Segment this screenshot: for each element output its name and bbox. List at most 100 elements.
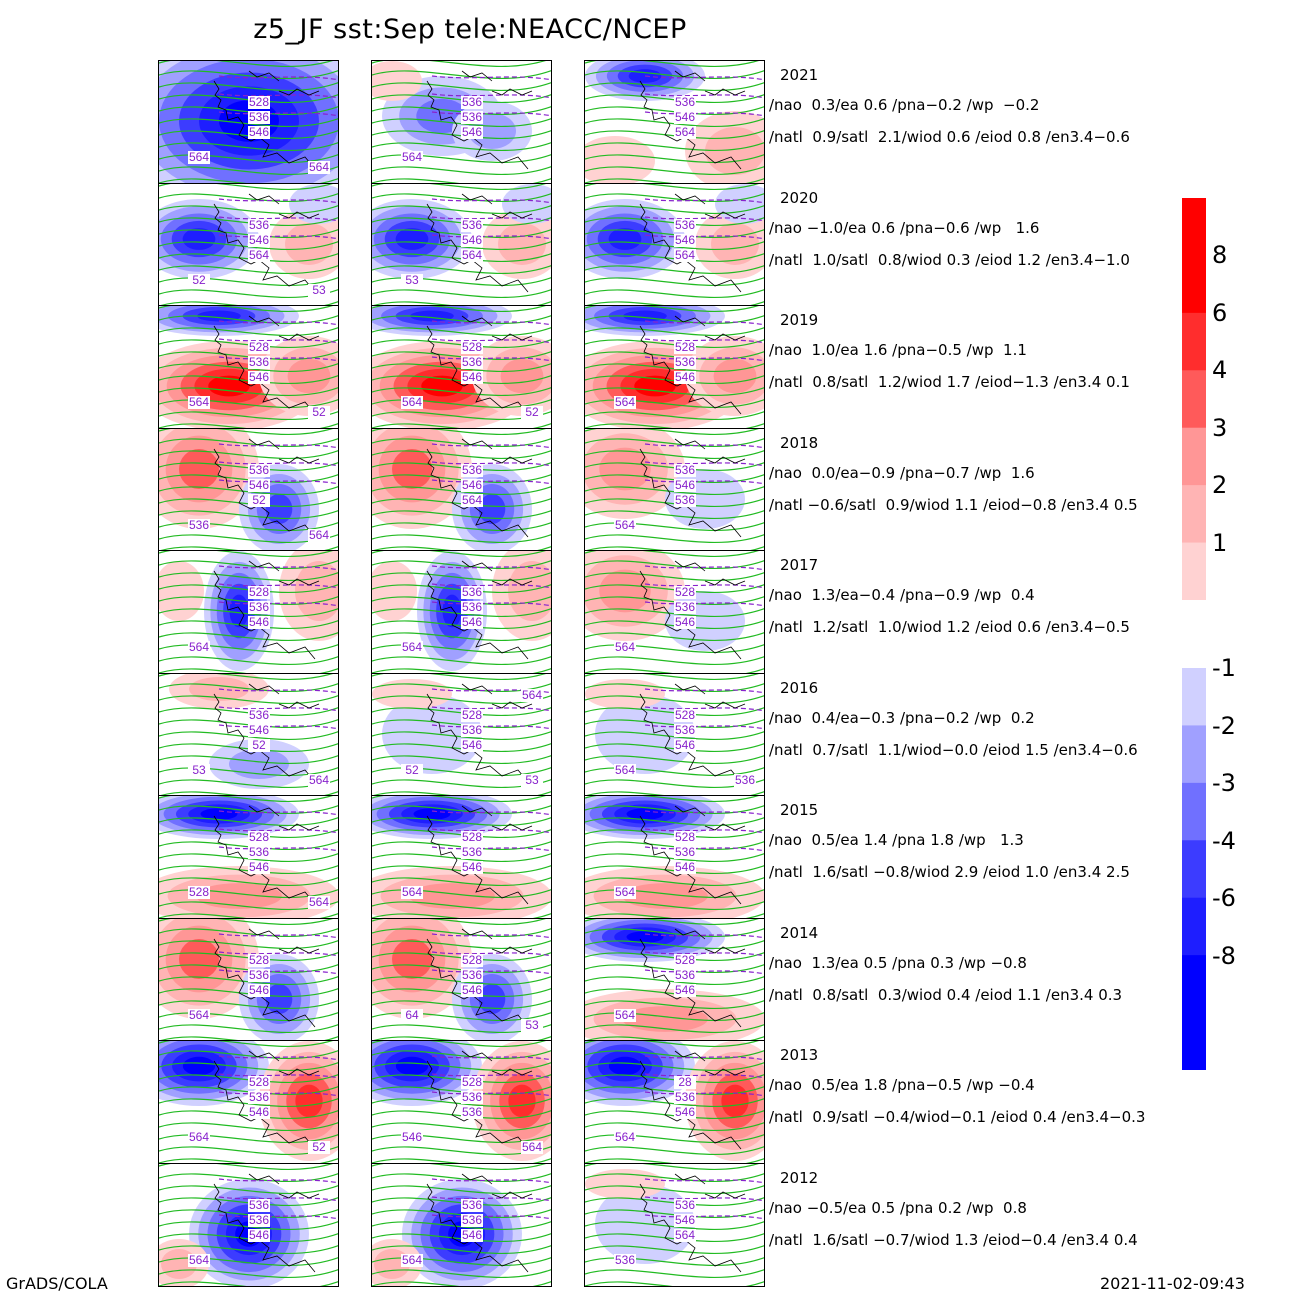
climatology-contour <box>218 706 338 712</box>
height-contour <box>585 796 759 803</box>
height-contour <box>585 551 759 558</box>
teleconnection-indices: /nao −1.0/ea 0.6 /pna−0.6 /wp 1.6 <box>769 219 1040 237</box>
teleconnection-indices: /natl −0.6/satl 0.9/wiod 1.1 /eiod−0.8 /… <box>769 496 1138 514</box>
height-contour <box>159 193 338 203</box>
contour-label: 536 <box>461 585 483 599</box>
height-contour <box>585 656 764 666</box>
height-contour <box>159 399 338 409</box>
height-contour <box>372 1062 551 1072</box>
climatology-contour <box>218 1055 338 1061</box>
height-contour <box>159 306 333 313</box>
coastline <box>426 70 533 170</box>
map-panel: 536 546 564 <box>371 428 552 552</box>
anomaly-shade <box>287 358 331 394</box>
climatology-contour <box>218 320 338 326</box>
contour-label-text: 536 <box>462 585 482 599</box>
contour-label-text: 536 <box>462 463 482 477</box>
contour-label: 564 <box>614 1008 636 1022</box>
climatology-contour <box>431 1091 551 1097</box>
contour-label-text: 546 <box>675 860 695 874</box>
height-contour <box>585 1221 764 1231</box>
contour-label: 546 <box>461 1228 483 1242</box>
anomaly-shade <box>179 449 219 489</box>
anomaly-shade <box>478 984 506 1014</box>
anomaly-shade <box>585 1169 665 1199</box>
anomaly-shade <box>295 1084 323 1118</box>
height-contour <box>585 584 764 594</box>
contour-label: 52 <box>521 405 543 419</box>
climatology-contour <box>431 461 551 467</box>
contour-label-text: 564 <box>615 395 635 409</box>
contour-label: 536 <box>674 218 696 232</box>
height-contour <box>159 1110 338 1120</box>
contour-label: 52 <box>188 273 210 287</box>
contour-label: 564 <box>614 763 636 777</box>
height-contour <box>372 277 551 287</box>
height-contour <box>159 1062 338 1072</box>
contour-label-text: 536 <box>249 1198 269 1212</box>
contour-label: 536 <box>248 1198 270 1212</box>
height-contour <box>585 1062 764 1072</box>
contour-label: 528 <box>248 830 270 844</box>
contour-label: 546 <box>461 125 483 139</box>
climatology-contour <box>644 706 764 712</box>
height-contour <box>372 1173 551 1183</box>
contour-label: 536 <box>461 1213 483 1227</box>
contour-label-text: 53 <box>405 273 419 287</box>
contour-label: 546 <box>461 860 483 874</box>
height-contour <box>159 964 338 974</box>
contour-label-text: 52 <box>252 738 266 752</box>
coastline <box>213 315 320 415</box>
height-contour <box>159 668 338 673</box>
height-contour <box>159 767 338 777</box>
height-contour <box>159 1074 338 1084</box>
contour-label-text: 536 <box>462 355 482 369</box>
height-contour <box>372 327 551 337</box>
contour-label: 564 <box>614 395 636 409</box>
height-contour <box>372 743 551 753</box>
contour-label-text: 546 <box>675 983 695 997</box>
height-contour <box>372 253 551 263</box>
height-contour <box>159 829 338 839</box>
anomaly-shade <box>498 223 546 265</box>
contour-label: 536 <box>248 355 270 369</box>
climatology-contour <box>644 1055 764 1061</box>
contour-label-text: 564 <box>522 1140 542 1154</box>
height-contour <box>372 1245 551 1255</box>
height-contour <box>372 1158 551 1163</box>
map-panel: 528 536 546 528 564 <box>158 795 339 919</box>
contour-label-text: 52 <box>192 273 206 287</box>
height-contour <box>585 952 764 962</box>
climatology-contour <box>644 1073 764 1079</box>
height-contour <box>372 560 551 570</box>
climatology-contour <box>218 198 338 204</box>
map-panel: 528 536 546 564 564 <box>158 60 339 184</box>
contour-label-text: 536 <box>249 110 269 124</box>
height-contour <box>372 205 551 215</box>
colorbar-swatch <box>1182 782 1206 841</box>
contour-label-text: 546 <box>675 1105 695 1119</box>
height-contour <box>585 919 759 926</box>
height-contour <box>372 1000 551 1010</box>
height-contour <box>372 829 551 839</box>
contour-label-text: 536 <box>675 723 695 737</box>
climatology-contour <box>218 933 338 939</box>
height-contour <box>372 1257 551 1267</box>
contour-label: 528 <box>248 1075 270 1089</box>
climatology-contour <box>644 601 764 607</box>
height-contour <box>159 1041 333 1048</box>
height-contour <box>585 865 764 875</box>
contour-label-text: 546 <box>675 615 695 629</box>
contour-label-text: 546 <box>462 478 482 492</box>
height-contour <box>159 70 338 80</box>
height-contour <box>372 1086 551 1096</box>
climatology-contour <box>644 688 764 694</box>
contour-label: 28 <box>674 1075 696 1089</box>
contour-label: 546 <box>248 1105 270 1119</box>
